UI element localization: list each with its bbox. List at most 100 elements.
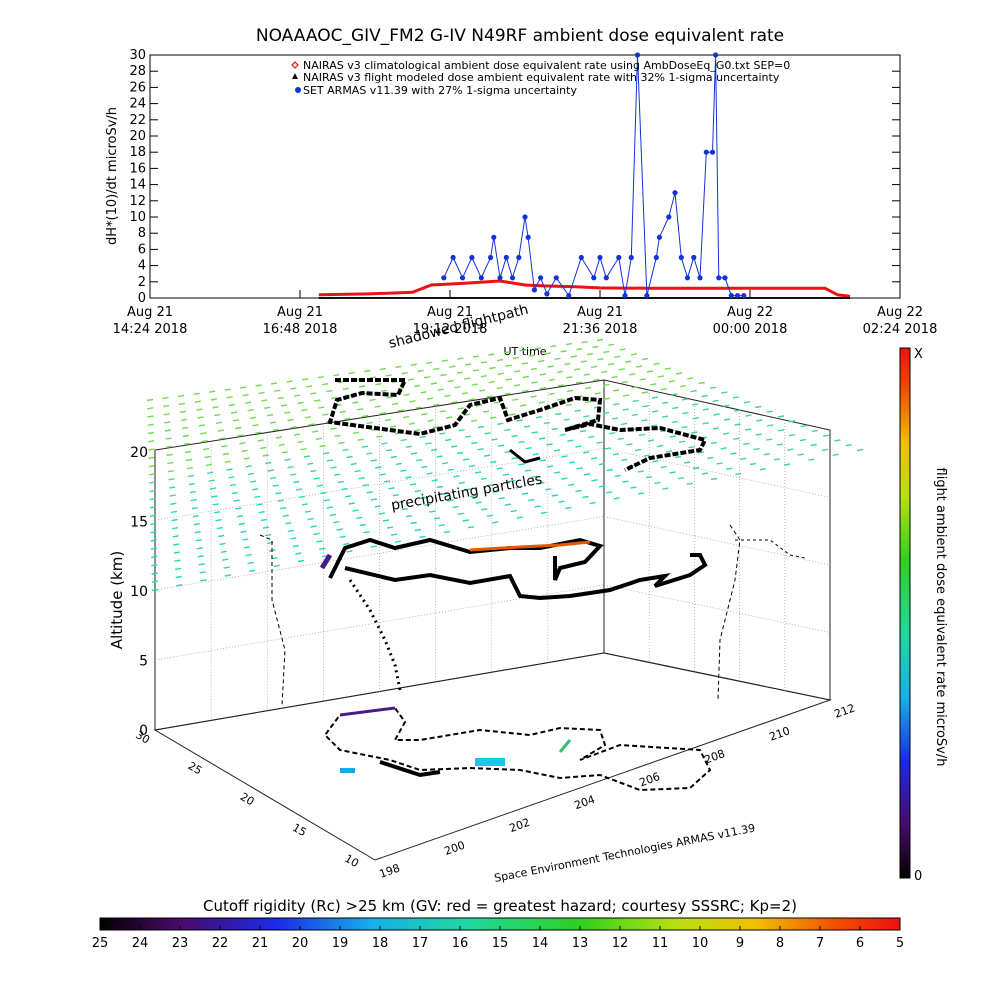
particle-mark: [146, 398, 154, 402]
particle-mark: [186, 466, 194, 470]
floor-high-rate-patch: [475, 758, 505, 766]
particle-mark: [224, 574, 232, 577]
particle-mark: [588, 435, 595, 439]
particle-mark: [318, 406, 325, 409]
particle-mark: [509, 479, 516, 483]
particle-mark: [469, 494, 477, 498]
legend-item-nairas-clim: NAIRAS v3 climatological ambient dose eq…: [303, 59, 790, 72]
particle-mark: [149, 481, 156, 484]
particle-mark: [734, 423, 741, 426]
particle-mark: [657, 375, 665, 378]
particle-mark: [193, 523, 200, 526]
y-tick-label: 28: [129, 64, 146, 79]
particle-mark: [247, 472, 255, 476]
particle-mark: [408, 422, 415, 425]
particle-mark: [445, 438, 452, 442]
particle-mark: [370, 545, 377, 548]
particle-mark: [148, 456, 155, 459]
particle-mark: [374, 505, 382, 508]
particle-mark: [370, 498, 378, 501]
cutoff-rigidity-title: Cutoff rigidity (Rc) >25 km (GV: red = g…: [203, 897, 797, 915]
particle-mark: [233, 499, 240, 502]
armas-point: [450, 254, 456, 261]
y-tick-label: 8: [138, 226, 146, 241]
particle-mark: [691, 431, 698, 434]
particle-mark: [414, 429, 421, 432]
particle-mark: [518, 463, 525, 466]
particle-mark: [191, 507, 198, 510]
particle-mark: [247, 409, 254, 412]
particle-mark: [222, 452, 230, 456]
y-tick-label: 24: [129, 97, 146, 112]
particle-mark: [561, 455, 568, 458]
label-credit: Space Environment Technologies ARMAS v11…: [493, 822, 756, 885]
particle-mark: [488, 380, 495, 384]
particle-mark: [162, 404, 170, 408]
particle-mark: [496, 386, 503, 390]
particle-mark: [208, 479, 215, 482]
particle-mark: [207, 471, 214, 474]
legend-item-armas: SET ARMAS v11.39 with 27% 1-sigma uncert…: [303, 84, 577, 97]
particle-mark: [490, 460, 497, 464]
particle-mark: [409, 483, 417, 486]
particle-mark: [386, 396, 393, 399]
particle-mark: [477, 448, 484, 451]
particle-mark: [664, 367, 671, 370]
particle-mark: [358, 477, 365, 480]
legend-marker-nairas-flight: [292, 73, 298, 79]
particle-mark: [400, 438, 407, 442]
particle-mark: [150, 555, 158, 559]
particle-mark: [316, 540, 323, 543]
particle-mark: [264, 406, 271, 409]
particle-mark: [489, 366, 496, 370]
x-tick-label-date: Aug 22: [727, 305, 773, 320]
particle-mark: [453, 475, 460, 478]
chart-title: NOAAAOC_GIV_FM2 G-IV N49RF ambient dose …: [256, 26, 784, 46]
particle-mark: [343, 542, 350, 546]
legend-marker-nairas-clim: [291, 61, 299, 69]
particle-mark: [621, 458, 628, 462]
particle-mark: [390, 455, 398, 459]
colorbar-top-label: X: [914, 347, 923, 362]
particle-mark: [740, 457, 747, 460]
armas-point: [503, 254, 509, 261]
particle-mark: [797, 453, 804, 456]
particle-mark: [346, 455, 353, 459]
particle-mark: [379, 412, 386, 415]
particle-mark: [723, 404, 730, 407]
particle-mark: [249, 416, 257, 419]
particle-mark: [177, 394, 185, 398]
particle-mark: [568, 461, 576, 464]
particle-mark: [556, 370, 564, 374]
particle-mark: [622, 394, 630, 397]
particle-mark: [238, 522, 245, 526]
particle-mark: [553, 449, 561, 452]
particle-mark: [350, 462, 357, 466]
particle-mark: [374, 405, 381, 408]
particle-mark: [480, 477, 488, 480]
particle-mark: [759, 468, 766, 471]
particle-mark: [313, 532, 320, 536]
particle-mark: [438, 524, 446, 527]
x-tick-label-date: Aug 21: [127, 305, 173, 320]
particle-mark: [405, 476, 412, 479]
particle-mark: [674, 455, 682, 459]
particle-mark: [767, 424, 774, 427]
particle-mark: [354, 469, 361, 473]
particle-mark: [457, 357, 464, 360]
armas-point: [703, 149, 709, 155]
x-tick-label-date: Aug 21: [577, 305, 623, 320]
particle-mark: [531, 431, 538, 434]
particle-mark: [425, 442, 432, 445]
particle-mark: [692, 466, 700, 470]
particle-mark: [441, 492, 449, 495]
particle-mark: [341, 487, 348, 491]
particle-mark: [606, 468, 613, 472]
particle-mark: [348, 371, 355, 375]
particle-mark: [169, 494, 176, 497]
particle-mark: [544, 352, 551, 355]
particle-mark: [235, 507, 242, 510]
particle-mark: [575, 381, 582, 384]
particle-mark: [468, 464, 476, 468]
